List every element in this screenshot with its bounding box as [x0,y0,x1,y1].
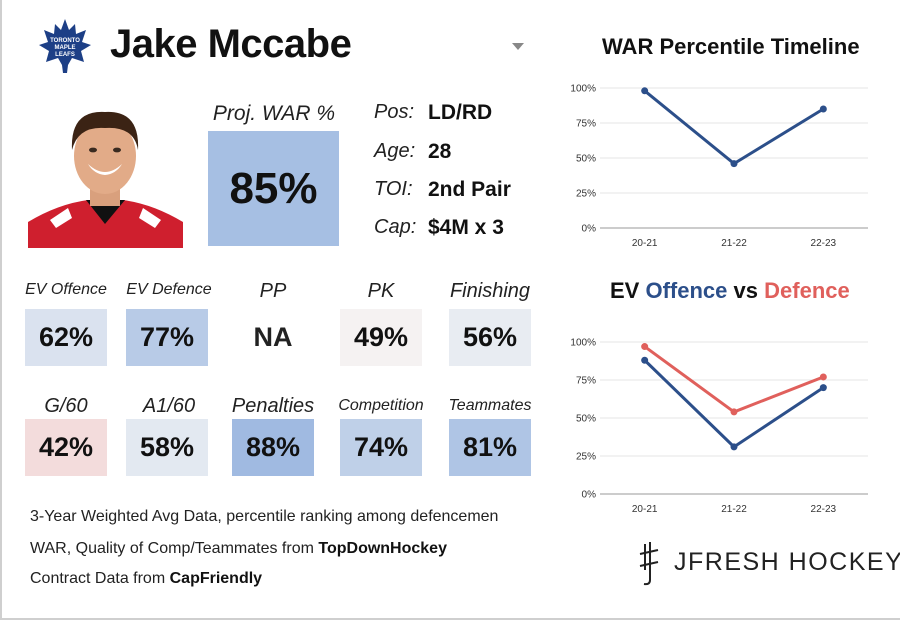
y-tick-label: 100% [570,338,596,349]
chevron-down-icon[interactable] [510,40,526,52]
stat-value-g60: 42% [38,432,94,462]
pos-label: Pos: [374,101,415,123]
svg-text:LEAFS: LEAFS [55,52,75,58]
stat-label-ev-defence: EV Defence [126,281,212,298]
stat-value-pp: NA [253,322,293,352]
stat-box-finishing: 56% [449,309,531,366]
title-vs: vs [733,278,759,303]
data-point [819,373,827,381]
stat-label-a160: A1/60 [142,395,196,417]
data-point [730,443,738,451]
player-photo [28,100,183,248]
x-tick-label: 22-23 [811,238,837,249]
stat-box-penalties: 88% [232,419,314,476]
data-point [641,343,649,351]
stat-box-pp: NA [232,309,314,366]
series-line [643,359,825,449]
stat-label-ev-offence: EV Offence [25,281,107,298]
jfresh-hockey-brand: JFRESH HOCKEY [636,540,900,586]
stat-box-competition: 74% [340,419,422,476]
stat-label-finishing: Finishing [449,280,531,302]
data-point [819,384,827,392]
cap-value: $4M x 3 [428,216,504,239]
ev-offence-defence-chart: 0% 25% 50% 75% 100% 20-21 21-22 22-23 [570,338,868,515]
y-tick-label: 50% [576,154,596,165]
title-defence: Defence [764,278,850,303]
stat-value-ev-offence: 62% [38,322,94,352]
y-tick-label: 0% [582,490,597,501]
y-tick-label: 100% [570,84,596,95]
stat-value-penalties: 88% [245,432,301,462]
bottom-border [0,618,900,620]
y-tick-label: 25% [576,189,596,200]
x-tick-label: 21-22 [721,238,747,249]
stat-box-pk: 49% [340,309,422,366]
source-capfriendly: CapFriendly [169,570,263,587]
footer-contract-source: Contract Data from CapFriendly [30,570,262,588]
stat-box-ev-defence: 77% [126,309,208,366]
age-label: Age: [374,140,416,162]
stat-label-competition: Competition [338,397,424,414]
stat-value-ev-defence: 77% [139,322,195,352]
stat-label-pk: PK [367,280,395,302]
left-border [0,0,2,620]
series-line [643,89,825,166]
stat-label-pp: PP [259,280,287,302]
svg-text:TORONTO: TORONTO [50,38,80,44]
data-point [730,408,738,416]
proj-war-label: Proj. WAR % [212,102,336,125]
proj-war-box: 85% [208,131,339,246]
x-tick-label: 22-23 [811,504,837,515]
series-line [643,345,824,414]
toi-label: TOI: [374,178,413,200]
y-tick-label: 50% [576,414,596,425]
toi-value: 2nd Pair [428,178,511,201]
stat-value-finishing: 56% [462,322,518,352]
stat-value-pk: 49% [353,322,409,352]
title-ev: EV [610,278,640,303]
y-tick-label: 75% [576,119,596,130]
stat-box-ev-offence: 62% [25,309,107,366]
cap-label: Cap: [374,216,417,238]
stat-value-a160: 58% [139,432,195,462]
svg-text:MAPLE: MAPLE [55,45,76,51]
y-tick-label: 75% [576,376,596,387]
proj-war-value: 85% [229,164,318,213]
y-tick-label: 0% [582,224,597,235]
stat-label-g60: G/60 [44,395,88,417]
stat-label-penalties: Penalties [231,395,315,417]
jfresh-logo-icon [639,542,659,586]
footer-war-prefix: WAR, Quality of Comp/Teammates from [30,540,319,557]
footer-note: 3-Year Weighted Avg Data, percentile ran… [30,508,499,525]
stat-box-g60: 42% [25,419,107,476]
stat-value-teammates: 81% [462,432,518,462]
brand-text: JFRESH HOCKEY [674,548,900,576]
war-timeline-chart: 0% 25% 50% 75% 100% 20-21 21-22 22-23 [570,84,868,249]
war-timeline-title: WAR Percentile Timeline [602,34,860,59]
stat-label-teammates: Teammates [448,397,532,414]
pos-value: LD/RD [428,101,493,124]
data-point [819,105,827,113]
source-topdownhockey: TopDownHockey [318,540,447,557]
footer-war-source: WAR, Quality of Comp/Teammates from TopD… [30,540,447,558]
player-name: Jake Mccabe [110,22,352,66]
data-point [641,356,649,364]
footer-contract-prefix: Contract Data from [30,570,170,587]
stat-value-competition: 74% [353,432,409,462]
stat-box-teammates: 81% [449,419,531,476]
x-tick-label: 20-21 [632,504,658,515]
ev-offence-defence-title: EV Offence vs Defence [610,278,850,304]
data-point [641,87,649,95]
y-tick-label: 25% [576,452,596,463]
maple-leafs-logo: TORONTO MAPLE LEAFS [39,19,91,73]
age-value: 28 [428,140,452,163]
title-offence: Offence [645,278,728,303]
x-tick-label: 20-21 [632,238,658,249]
x-tick-label: 21-22 [721,504,747,515]
stat-box-a160: 58% [126,419,208,476]
data-point [730,160,738,168]
